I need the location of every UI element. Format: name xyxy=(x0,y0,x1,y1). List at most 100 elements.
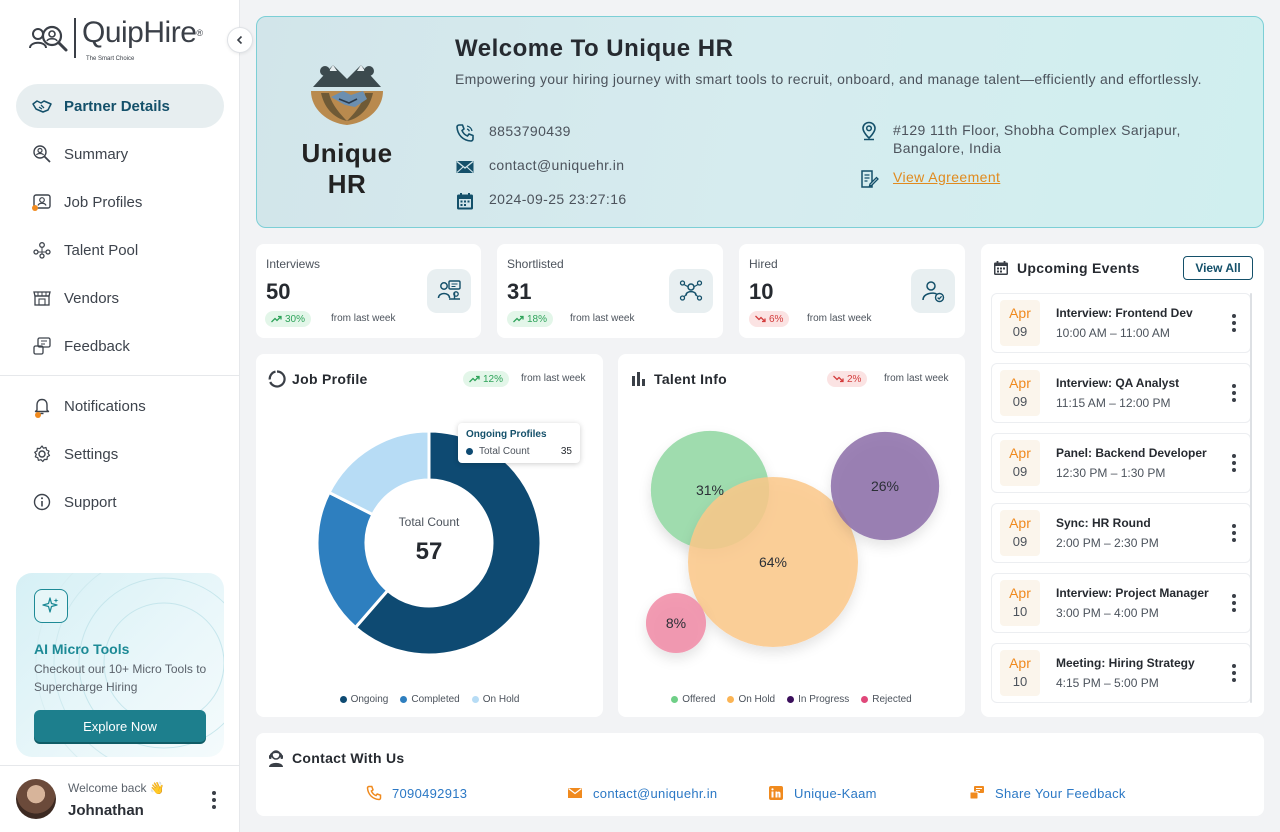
sidebar-item-label: Talent Pool xyxy=(64,241,139,259)
calendar-icon xyxy=(457,193,473,210)
event-item[interactable]: Apr 09 Panel: Backend Developer 12:30 PM … xyxy=(991,433,1251,493)
id-card-icon xyxy=(33,194,51,209)
trend-value: 2% xyxy=(847,373,862,385)
user-menu-icon[interactable] xyxy=(212,791,216,809)
event-date: Apr 10 xyxy=(1000,580,1040,626)
donut-slice-on-hold[interactable] xyxy=(327,429,431,517)
hired-user-icon xyxy=(911,269,955,313)
sidebar-item-support[interactable]: Support xyxy=(16,480,224,524)
bubble-on-hold[interactable] xyxy=(688,477,858,647)
event-month: Apr xyxy=(1009,655,1031,671)
event-day: 09 xyxy=(1012,324,1028,339)
events-scrollbar[interactable] xyxy=(1250,293,1252,703)
event-item[interactable]: Apr 09 Interview: QA Analyst 11:15 AM – 1… xyxy=(991,363,1251,423)
event-item[interactable]: Apr 09 Interview: Frontend Dev 10:00 AM –… xyxy=(991,293,1251,353)
sidebar-item-label: Settings xyxy=(64,445,119,463)
sidebar-item-settings[interactable]: Settings xyxy=(16,432,224,476)
calendar-icon xyxy=(994,261,1008,275)
donut-slice-ongoing[interactable] xyxy=(353,429,543,657)
bubble-label-rejected: 8% xyxy=(666,615,686,631)
ai-micro-tools-promo: AI Micro Tools Checkout our 10+ Micro To… xyxy=(16,573,224,757)
event-time: 3:00 PM – 4:00 PM xyxy=(1056,606,1159,620)
event-item[interactable]: Apr 10 Interview: Project Manager 3:00 PM… xyxy=(991,573,1251,633)
event-menu-icon[interactable] xyxy=(1232,314,1236,332)
partner-brand-name: Unique HR xyxy=(301,138,393,199)
bell-icon xyxy=(34,398,50,415)
sidebar-item-vendors[interactable]: Vendors xyxy=(16,276,224,320)
event-item[interactable]: Apr 09 Sync: HR Round 2:00 PM – 2:30 PM xyxy=(991,503,1251,563)
chevron-left-icon xyxy=(236,35,243,45)
view-all-button[interactable]: View All xyxy=(1183,256,1253,280)
job-profile-donut-chart: Total Count 57 xyxy=(315,429,543,657)
legend-item-completed[interactable]: Completed xyxy=(400,694,460,705)
event-title: Panel: Backend Developer xyxy=(1056,446,1207,460)
event-month: Apr xyxy=(1009,305,1031,321)
sidebar: QuipHire® The Smart Choice Partner Detai… xyxy=(0,0,253,832)
quiphire-logo[interactable]: QuipHire® The Smart Choice xyxy=(26,16,203,62)
bubble-label-on-hold: 64% xyxy=(759,554,787,570)
donut-center-label: Total Count xyxy=(399,515,460,529)
promo-description: Checkout our 10+ Micro Tools to Supercha… xyxy=(34,662,207,694)
brand-reg: ® xyxy=(196,28,203,38)
contact-phone-link[interactable]: 7090492913 xyxy=(366,785,467,801)
legend-item-on-hold[interactable]: On Hold xyxy=(727,694,775,705)
legend-item-in-progress[interactable]: In Progress xyxy=(787,694,849,705)
people-network-icon xyxy=(33,242,51,259)
legend-item-rejected[interactable]: Rejected xyxy=(861,694,912,705)
sidebar-item-notifications[interactable]: Notifications xyxy=(16,384,224,428)
talent-info-header: Talent Info xyxy=(630,370,727,388)
sidebar-item-feedback[interactable]: Feedback xyxy=(16,324,224,368)
event-menu-icon[interactable] xyxy=(1232,454,1236,472)
contact-phone: 7090492913 xyxy=(392,785,468,801)
partner-created: 2024-09-25 23:27:16 xyxy=(455,191,627,211)
event-menu-icon[interactable] xyxy=(1232,524,1236,542)
legend-item-offered[interactable]: Offered xyxy=(671,694,715,705)
talent-info-title: Talent Info xyxy=(654,371,728,387)
event-menu-icon[interactable] xyxy=(1232,384,1236,402)
donut-center-total: 57 xyxy=(416,538,443,565)
sidebar-item-label: Job Profiles xyxy=(64,193,143,211)
sidebar-item-partner-details[interactable]: Partner Details xyxy=(16,84,224,128)
sidebar-item-label: Vendors xyxy=(64,289,120,307)
partner-hero: Unique HR Welcome To Unique HR Empowerin… xyxy=(256,16,1264,228)
event-day: 10 xyxy=(1012,604,1028,619)
sidebar-item-talent-pool[interactable]: Talent Pool xyxy=(16,228,224,272)
welcome-text: Welcome back 👋 xyxy=(68,781,165,795)
sidebar-item-job-profiles[interactable]: Job Profiles xyxy=(16,180,224,224)
event-menu-icon[interactable] xyxy=(1232,664,1236,682)
legend-label: Completed xyxy=(411,694,460,705)
view-agreement-link[interactable]: View Agreement xyxy=(893,169,1001,185)
contact-email-link[interactable]: contact@uniquehr.in xyxy=(567,785,717,801)
phone-icon xyxy=(366,785,382,801)
bubble-in-progress[interactable] xyxy=(830,431,940,541)
sidebar-collapse-button[interactable] xyxy=(227,27,253,53)
partner-created-value: 2024-09-25 23:27:16 xyxy=(489,191,627,207)
partner-agreement: View Agreement xyxy=(859,169,1000,189)
contact-linkedin-link[interactable]: Unique-Kaam xyxy=(768,785,877,801)
event-item[interactable]: Apr 10 Meeting: Hiring Strategy 4:15 PM –… xyxy=(991,643,1251,703)
legend-item-on-hold[interactable]: On Hold xyxy=(471,694,519,705)
event-day: 10 xyxy=(1012,674,1028,689)
talent-info-legend: Offered On Hold In Progress Rejected xyxy=(618,694,965,705)
legend-item-ongoing[interactable]: Ongoing xyxy=(339,694,389,705)
event-date: Apr 09 xyxy=(1000,300,1040,346)
legend-label: Ongoing xyxy=(350,694,389,705)
bubble-rejected[interactable] xyxy=(645,592,707,654)
share-feedback-link[interactable]: Share Your Feedback xyxy=(969,785,1126,801)
avatar[interactable] xyxy=(16,779,56,819)
from-last-week: from last week xyxy=(884,373,949,384)
job-profile-legend: Ongoing Completed On Hold xyxy=(256,694,603,705)
event-menu-icon[interactable] xyxy=(1232,594,1236,612)
sidebar-item-summary[interactable]: Summary xyxy=(16,132,224,176)
page-subtitle: Empowering your hiring journey with smar… xyxy=(455,71,1202,87)
talent-info-card: Talent Info 2% from last week 31% 64% 26% 8… xyxy=(618,354,965,717)
legend-label: Rejected xyxy=(872,694,912,705)
trend-up-icon xyxy=(271,315,282,323)
document-edit-icon xyxy=(861,170,879,188)
event-day: 09 xyxy=(1012,534,1028,549)
explore-now-button[interactable]: Explore Now xyxy=(34,710,206,742)
sparkle-icon xyxy=(34,589,68,623)
trend-badge: 6% xyxy=(749,311,790,327)
partner-address: #129 11th Floor, Shobha Complex Sarjapur… xyxy=(859,121,1189,157)
brand-name: QuipHire xyxy=(82,16,197,49)
